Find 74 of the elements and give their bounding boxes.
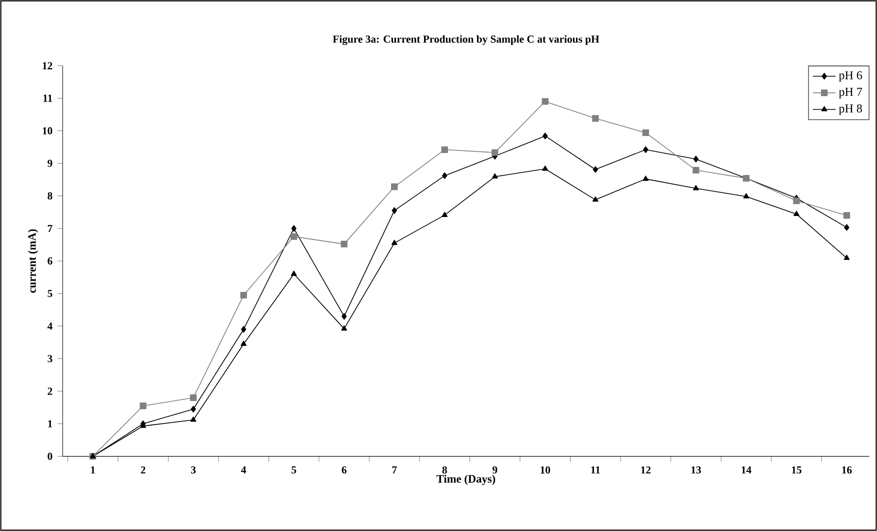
point	[291, 225, 296, 232]
point	[241, 326, 246, 333]
y-tick-label: 10	[42, 127, 52, 134]
point	[843, 212, 850, 219]
legend-label: pH 7	[838, 88, 862, 98]
x-tick-label: 9	[492, 466, 498, 474]
y-tick-label: 1	[48, 420, 52, 428]
point	[290, 233, 298, 240]
x-tick-label: 16	[842, 466, 852, 474]
y-tick-label: 0	[48, 452, 52, 460]
point	[693, 185, 699, 190]
legend-label: pH 8	[838, 104, 862, 115]
x-tick-label: 11	[591, 466, 600, 474]
point	[542, 98, 548, 105]
point	[642, 129, 650, 136]
y-tick-label: 9	[48, 160, 52, 167]
point	[793, 197, 800, 204]
x-tick-label: 3	[191, 466, 196, 474]
point	[391, 183, 398, 190]
point	[240, 340, 247, 346]
x-tick-label: 15	[792, 466, 802, 474]
point	[442, 172, 448, 180]
point	[442, 212, 448, 217]
y-axis-title: current (mA)	[28, 229, 38, 293]
point	[342, 313, 347, 320]
x-tick-label: 13	[691, 466, 701, 474]
y-tick-label: 3	[48, 355, 52, 362]
point	[190, 394, 197, 402]
point	[592, 196, 598, 202]
point	[290, 270, 297, 276]
x-tick-label: 2	[140, 466, 146, 474]
point	[140, 402, 146, 410]
x-tick-label: 5	[292, 466, 296, 474]
chart-title: Figure 3a: Current Production by Sample C at various pH	[332, 35, 600, 45]
point	[794, 210, 800, 216]
point	[492, 173, 498, 179]
point	[392, 207, 397, 214]
y-tick-label: 4	[47, 322, 52, 330]
point	[642, 176, 649, 181]
x-tick-label: 14	[742, 466, 752, 474]
point	[692, 166, 700, 174]
point	[693, 156, 699, 162]
x-tick-label: 4	[241, 466, 246, 474]
x-tick-label: 1	[91, 466, 95, 474]
x-axis-title: Time (Days)	[436, 474, 496, 486]
x-tick-label: 7	[392, 466, 397, 474]
y-tick-label: 11	[43, 94, 52, 102]
point	[240, 292, 247, 299]
x-tick-label: 6	[342, 466, 346, 474]
point	[391, 240, 398, 245]
x-tick-label: 8	[442, 466, 447, 474]
point	[441, 146, 448, 153]
point	[190, 416, 196, 422]
point	[844, 254, 850, 260]
point	[190, 406, 196, 412]
point	[542, 132, 548, 140]
x-tick-label: 12	[641, 466, 651, 474]
point	[340, 240, 348, 248]
point	[592, 166, 598, 173]
point	[643, 146, 648, 153]
point	[492, 149, 498, 156]
point	[341, 325, 348, 331]
point	[844, 224, 850, 231]
y-tick-label: 2	[48, 388, 52, 395]
point	[592, 115, 599, 122]
point	[743, 193, 750, 198]
legend-label: pH 6	[838, 71, 862, 82]
y-tick-label: 5	[48, 290, 52, 298]
y-tick-label: 6	[48, 257, 52, 265]
y-tick-label: 12	[42, 62, 52, 70]
x-tick-label: 10	[540, 466, 550, 474]
point	[542, 166, 548, 171]
y-tick-label: 7	[48, 224, 52, 232]
y-tick-label: 8	[48, 192, 52, 200]
